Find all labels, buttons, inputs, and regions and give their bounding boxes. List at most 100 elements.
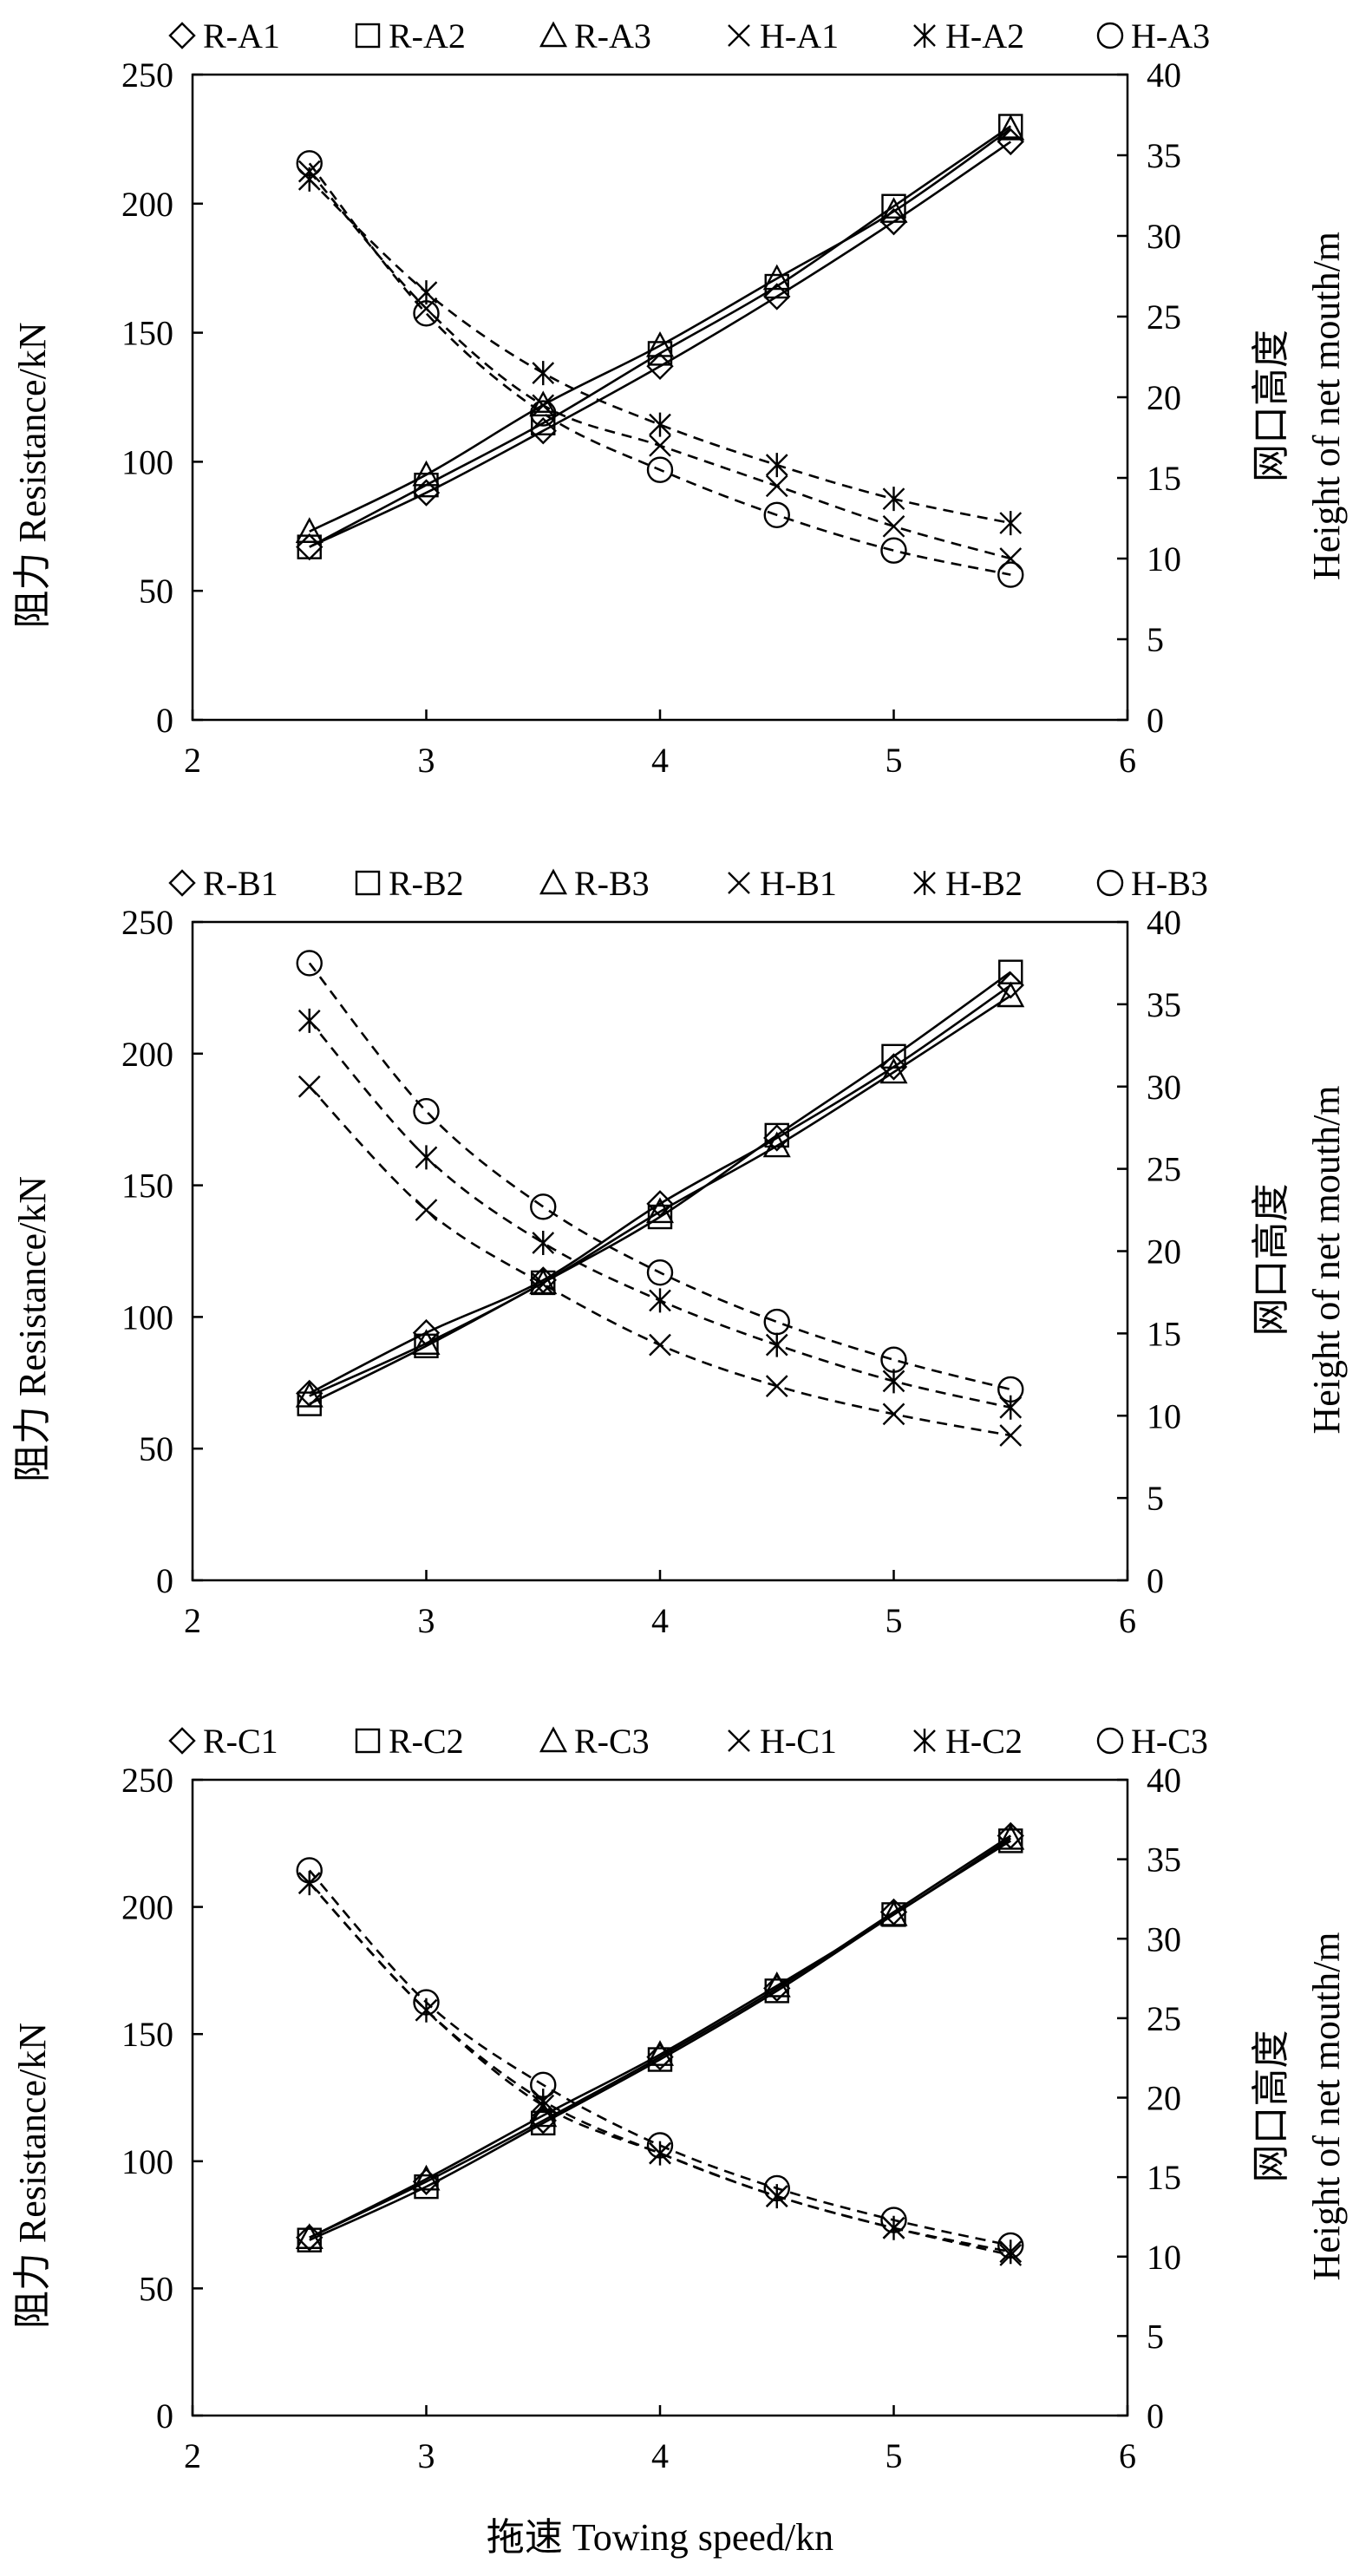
data-point-H-A1 [532,394,555,417]
y-left-axis-title: 阻力 Resistance/kN [11,2023,54,2329]
series-R-B2 [297,959,1023,1416]
data-point-R-C3 [295,2223,324,2249]
legend-marker-R-A2 [355,23,381,49]
data-point-H-C3 [413,1989,440,2016]
series-line-H-B3 [308,962,1011,1391]
series-H-A1 [297,160,1023,570]
legend-item: R-B1 [168,864,278,903]
data-point-H-B1 [882,1402,905,1426]
data-point-R-A3 [412,460,441,487]
series-H-A2 [297,167,1023,536]
data-point-R-C3 [879,1899,908,1926]
data-point-R-C1 [412,2167,441,2195]
series-line-H-A3 [308,162,1011,576]
legend-item: H-B1 [728,864,837,903]
data-point-R-A3 [879,197,908,223]
x-tick-label: 6 [1119,1601,1136,1640]
legend-marker-H-A2 [913,23,936,48]
y-right-axis-title-en: Height of net mouth/m [1305,1932,1348,2280]
legend-label: R-A2 [389,16,466,56]
data-point-R-B2 [647,1204,673,1230]
y-right-tick-label: 20 [1147,378,1181,417]
x-tick-label: 4 [651,1601,669,1640]
legend-marker-R-C2 [355,1728,381,1754]
x-tick-label: 3 [418,2436,435,2475]
legend: R-A1 R-A2 R-A3 H-A1 H-A2 H-A3 [168,16,1210,56]
legend-marker-R-A1 [168,22,196,49]
series-H-B2 [297,1008,1023,1420]
data-point-R-A2 [531,410,556,435]
y-left-tick-label: 0 [156,2396,173,2435]
data-point-R-B1 [997,971,1024,999]
data-point-R-B1 [763,1124,791,1152]
y-right-tick-label: 5 [1147,1479,1164,1518]
data-point-H-B2 [532,1231,555,1256]
legend-item: H-B3 [1096,864,1208,903]
data-point-R-B2 [297,1391,322,1416]
series-R-C3 [295,1823,1025,2249]
legend-label: R-A3 [574,16,651,56]
data-point-R-C2 [297,2227,322,2252]
legend-label: H-B2 [945,864,1023,903]
y-right-tick-label: 15 [1147,2158,1181,2197]
legend-label: H-B1 [760,864,837,903]
data-point-H-C3 [296,1857,323,1884]
legend-label: R-B3 [574,864,650,903]
y-right-axis-title: 网口高度 Height of net mouth/m [1250,1932,1348,2280]
data-point-H-A3 [997,561,1024,588]
y-left-tick-label: 100 [121,1298,173,1337]
x-tick-label: 4 [651,2436,669,2475]
data-point-H-B3 [530,1193,557,1220]
data-point-R-C2 [998,1828,1023,1854]
legend-marker-R-B3 [539,868,568,895]
data-point-H-B2 [415,1145,438,1170]
data-point-H-B3 [413,1098,440,1125]
legend-item: R-C2 [355,1722,464,1761]
y-right-tick-label: 20 [1147,2079,1181,2118]
data-point-H-C3 [646,2132,674,2159]
data-point-H-A3 [296,150,323,177]
legend-item: R-A3 [539,16,651,56]
x-axis-title: 拖速 Towing speed/kn [487,2516,833,2559]
legend-item: R-A2 [355,16,466,56]
data-point-H-A1 [882,514,905,538]
y-right-tick-label: 35 [1147,985,1181,1024]
data-point-R-A2 [297,534,322,559]
data-point-H-C3 [763,2174,790,2202]
legend-label: H-A1 [760,16,839,56]
y-right-axis-title-en: Height of net mouth/m [1305,232,1348,580]
legend-marker-H-C2 [913,1729,936,1753]
legend-label: H-C2 [945,1722,1023,1761]
data-point-H-B1 [649,1333,671,1357]
x-tick-label: 3 [418,741,435,780]
legend-item: H-C1 [728,1722,837,1761]
y-left-tick-label: 100 [121,442,173,481]
x-tick-label: 6 [1119,2436,1136,2475]
legend-marker-H-B1 [728,872,750,894]
legend-label: H-B3 [1131,864,1208,903]
legend-label: R-B1 [203,864,278,903]
y-right-tick-label: 0 [1147,701,1164,740]
legend: R-C1 R-C2 R-C3 H-C1 H-C2 H-C3 [168,1722,1208,1761]
legend-label: R-B2 [389,864,464,903]
data-point-H-B3 [646,1259,674,1286]
series-R-C1 [296,1821,1024,2252]
data-point-R-B2 [414,1333,439,1358]
series-H-B1 [297,1075,1023,1447]
y-right-tick-label: 40 [1147,1761,1181,1800]
y-right-tick-label: 35 [1147,136,1181,175]
y-right-tick-label: 30 [1147,1068,1181,1107]
data-point-H-B2 [765,1332,788,1357]
data-point-R-A2 [881,193,906,219]
legend-marker-H-A1 [728,24,750,47]
y-left-tick-label: 50 [139,2269,173,2308]
x-tick-label: 2 [184,1601,201,1640]
plot-area-frame [191,73,1129,722]
data-point-R-C3 [762,1971,791,1997]
data-point-R-A3 [645,330,675,357]
y-left-tick-label: 150 [121,314,173,353]
legend-marker-R-B2 [355,870,381,896]
series-R-A2 [297,114,1023,559]
